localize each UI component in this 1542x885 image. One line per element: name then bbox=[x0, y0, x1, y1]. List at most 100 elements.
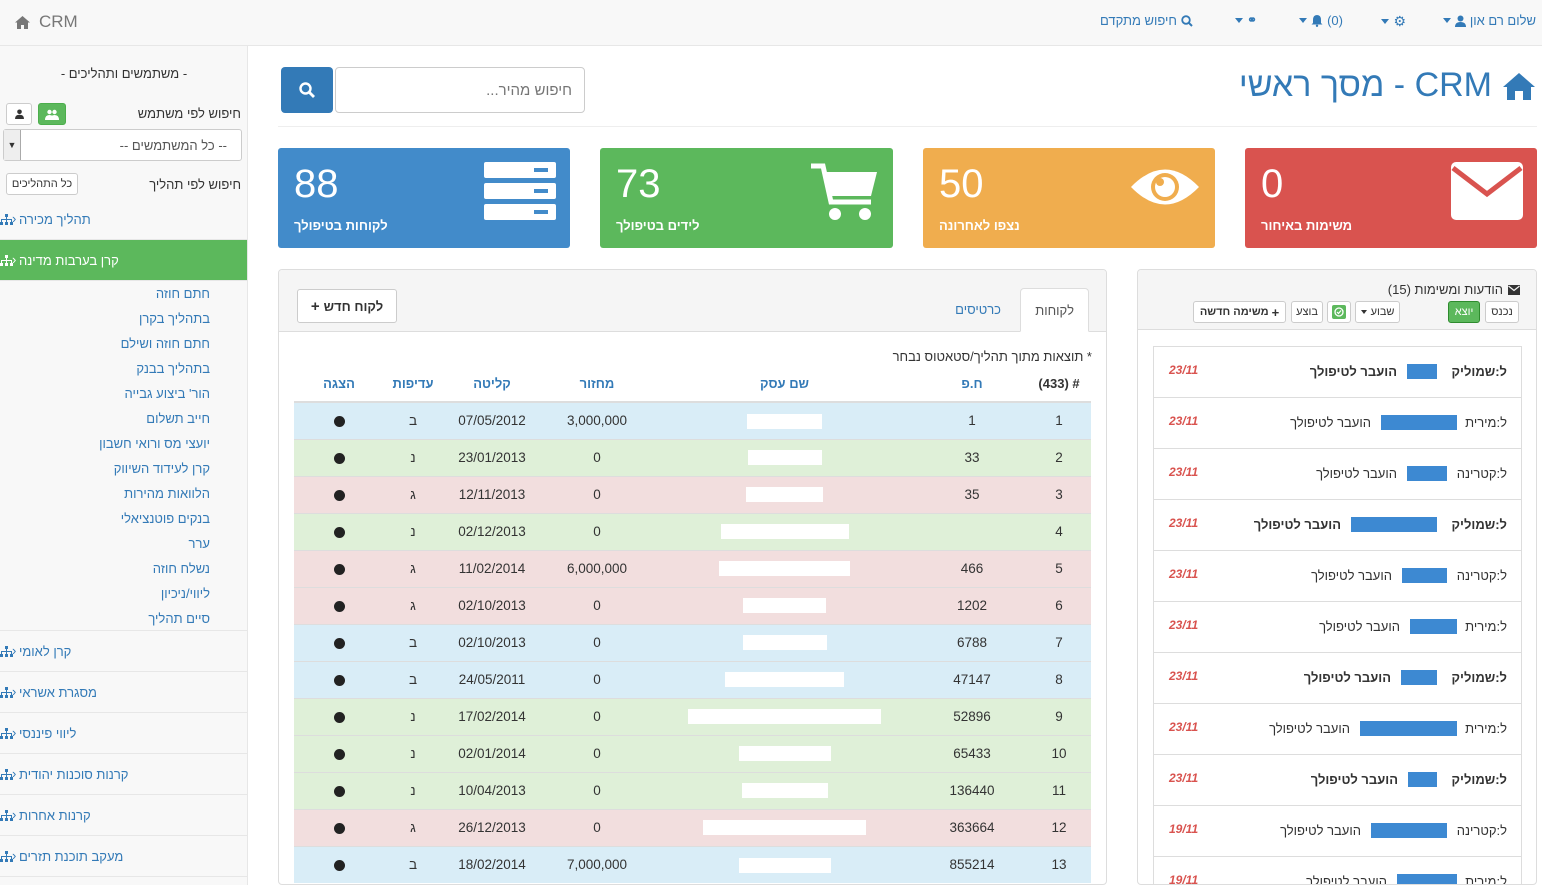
view-dot-icon[interactable] bbox=[333, 822, 345, 834]
message-item[interactable]: ל:קטרינה הועבר לטיפולך 23/11 bbox=[1153, 448, 1522, 500]
table-row[interactable]: 5 466 6,000,000 11/02/2014 ג bbox=[294, 549, 1091, 587]
view-dot-icon[interactable] bbox=[333, 748, 345, 760]
sidebar-item-cashflow-tracking[interactable]: ‹ מעקב תוכנת תזרים bbox=[0, 836, 247, 877]
table-row[interactable]: 12 363664 0 26/12/2013 ג bbox=[294, 808, 1091, 846]
sidebar-item-credit-line[interactable]: ‹ מסגרת אשראי bbox=[0, 672, 247, 713]
table-row[interactable]: 9 52896 0 17/02/2014 נ bbox=[294, 697, 1091, 735]
col-header-business-name[interactable]: שם עסק bbox=[652, 366, 917, 403]
week-filter-button[interactable]: שבוע bbox=[1355, 301, 1400, 323]
sidebar-subitem[interactable]: בתהליך בבנק bbox=[136, 361, 210, 376]
cell-show[interactable] bbox=[294, 438, 384, 476]
view-dot-icon[interactable] bbox=[333, 785, 345, 797]
table-row[interactable]: 13 855214 7,000,000 18/02/2014 ב bbox=[294, 845, 1091, 883]
tab-cards[interactable]: כרטיסים bbox=[955, 302, 1001, 317]
table-row[interactable]: 11 136440 0 10/04/2013 נ bbox=[294, 771, 1091, 809]
sidebar-item-state-guarantee-fund[interactable]: ‹ קרן בערבות מדינה bbox=[0, 240, 247, 281]
message-item[interactable]: ל:מירית הועבר לטיפולך 23/11 bbox=[1153, 601, 1522, 653]
message-item[interactable]: ל:קטרינה הועבר לטיפולך 23/11 bbox=[1153, 550, 1522, 602]
col-header-priority[interactable]: עדיפות bbox=[384, 366, 442, 403]
sidebar-subitem[interactable]: בנקים פוטנציאלי bbox=[120, 511, 210, 526]
sidebar-subitem[interactable]: הלוואות מהירות bbox=[124, 486, 210, 501]
message-item[interactable]: ל:מירית הועבר לטיפולך 23/11 bbox=[1153, 703, 1522, 755]
user-select[interactable]: -- כל המשתמשים -- ▼ bbox=[3, 129, 242, 161]
outgoing-button[interactable]: יוצא bbox=[1448, 301, 1480, 323]
cell-show[interactable] bbox=[294, 845, 384, 883]
done-button[interactable]: בוצע bbox=[1291, 301, 1323, 323]
col-header-num[interactable]: # (433) bbox=[1027, 366, 1091, 403]
sidebar-subitem[interactable]: ערר bbox=[188, 536, 210, 551]
new-customer-button[interactable]: לקוח חדש + bbox=[297, 289, 397, 323]
cell-show[interactable] bbox=[294, 697, 384, 735]
sidebar-item-jewish-agency-funds[interactable]: ‹ קרנות סוכנות יהודית bbox=[0, 754, 247, 795]
message-item[interactable]: ל:שמוליק הועבר לטיפולך 23/11 bbox=[1153, 346, 1522, 398]
message-item[interactable]: ל:שמוליק הועבר לטיפולך 23/11 bbox=[1153, 754, 1522, 806]
done-toggle-button[interactable] bbox=[1327, 301, 1351, 323]
table-row[interactable]: 4 0 02/12/2013 נ bbox=[294, 512, 1091, 550]
table-row[interactable]: 6 1202 0 02/10/2013 ג bbox=[294, 586, 1091, 624]
cell-show[interactable] bbox=[294, 623, 384, 661]
group-users-button[interactable] bbox=[38, 103, 66, 125]
sidebar-subitem[interactable]: בתהליך בקרן bbox=[138, 311, 210, 326]
message-item[interactable]: ל:קטרינה הועבר לטיפולך 19/11 bbox=[1153, 805, 1522, 857]
user-menu[interactable]: שלום רם און bbox=[1442, 13, 1536, 28]
cell-show[interactable] bbox=[294, 586, 384, 624]
stat-customers[interactable]: 88 לקוחות בטיפולך bbox=[278, 148, 570, 248]
single-user-button[interactable] bbox=[6, 103, 32, 125]
message-item[interactable]: ל:מירית הועבר לטיפולך 19/11 bbox=[1153, 856, 1522, 884]
all-processes-button[interactable]: כל התהליכים bbox=[6, 173, 78, 195]
stat-recently-viewed[interactable]: 50 נצפו לאחרונה bbox=[923, 148, 1215, 248]
links-menu[interactable]: ⚭ bbox=[1234, 13, 1257, 27]
message-item[interactable]: ל:שמוליק הועבר לטיפולך 23/11 bbox=[1153, 652, 1522, 704]
view-dot-icon[interactable] bbox=[333, 416, 345, 428]
view-dot-icon[interactable] bbox=[333, 674, 345, 686]
sidebar-item-sales-process[interactable]: ‹ תהליך מכירה bbox=[0, 199, 247, 240]
tab-customers[interactable]: לקוחות bbox=[1020, 288, 1089, 332]
cell-show[interactable] bbox=[294, 401, 384, 439]
sidebar-subitem[interactable]: חתם חוזה ושילם bbox=[120, 336, 210, 351]
new-task-button[interactable]: + משימה חדשה bbox=[1193, 301, 1286, 323]
cell-show[interactable] bbox=[294, 660, 384, 698]
table-row[interactable]: 7 6788 0 02/10/2013 ב bbox=[294, 623, 1091, 661]
cell-show[interactable] bbox=[294, 512, 384, 550]
sidebar-item-financial-support[interactable]: ‹ ליווי פיננסי bbox=[0, 713, 247, 754]
col-header-hp[interactable]: ח.פ bbox=[917, 366, 1027, 403]
sidebar-item-leumi-fund[interactable]: ‹ קרן לאומי bbox=[0, 631, 247, 672]
sidebar-subitem[interactable]: חייב תשלום bbox=[146, 411, 210, 426]
cell-show[interactable] bbox=[294, 475, 384, 513]
view-dot-icon[interactable] bbox=[333, 600, 345, 612]
quick-search-input[interactable] bbox=[336, 68, 584, 112]
view-dot-icon[interactable] bbox=[333, 711, 345, 723]
sidebar-subitem[interactable]: חתם חוזה bbox=[155, 286, 210, 301]
incoming-button[interactable]: נכנס bbox=[1485, 301, 1519, 323]
cell-show[interactable] bbox=[294, 771, 384, 809]
table-row[interactable]: 3 35 0 12/11/2013 ג bbox=[294, 475, 1091, 513]
sidebar-subitem[interactable]: יועצי מס ורואי חשבון bbox=[99, 436, 210, 451]
view-dot-icon[interactable] bbox=[333, 860, 345, 872]
stat-leads[interactable]: 73 לידים בטיפולך bbox=[600, 148, 893, 248]
sidebar-item-other-funds[interactable]: ‹ קרנות אחרות bbox=[0, 795, 247, 836]
view-dot-icon[interactable] bbox=[333, 563, 345, 575]
view-dot-icon[interactable] bbox=[333, 489, 345, 501]
message-item[interactable]: ל:שמוליק הועבר לטיפולך 23/11 bbox=[1153, 499, 1522, 551]
table-row[interactable]: 10 65433 0 02/01/2014 נ bbox=[294, 734, 1091, 772]
quick-search-button[interactable] bbox=[281, 67, 333, 113]
notifications-menu[interactable]: (0) bbox=[1299, 13, 1343, 28]
sidebar-subitem[interactable]: קרן לעידוד השיווק bbox=[113, 461, 210, 476]
stat-overdue-tasks[interactable]: 0 משימות באיחור bbox=[1245, 148, 1537, 248]
sidebar-subitem[interactable]: ליווי/ניכיון bbox=[160, 586, 210, 601]
cell-show[interactable] bbox=[294, 808, 384, 846]
cell-show[interactable] bbox=[294, 549, 384, 587]
advanced-search-link[interactable]: חיפוש מתקדם bbox=[1100, 13, 1193, 28]
sidebar-subitem[interactable]: נשלח חוזה bbox=[152, 561, 210, 576]
brand[interactable]: CRM bbox=[14, 12, 78, 32]
table-row[interactable]: 2 33 0 23/01/2013 נ bbox=[294, 438, 1091, 476]
table-row[interactable]: 1 1 3,000,000 07/05/2012 ב bbox=[294, 401, 1091, 439]
view-dot-icon[interactable] bbox=[333, 526, 345, 538]
col-header-turnover[interactable]: מחזור bbox=[542, 366, 652, 403]
sidebar-subitem[interactable]: הור' ביצוע גבייה bbox=[124, 386, 210, 401]
cell-show[interactable] bbox=[294, 734, 384, 772]
settings-menu[interactable]: ⚙ bbox=[1381, 13, 1406, 30]
col-header-intake[interactable]: קליטה bbox=[442, 366, 542, 403]
view-dot-icon[interactable] bbox=[333, 452, 345, 464]
table-row[interactable]: 8 47147 0 24/05/2011 ב bbox=[294, 660, 1091, 698]
